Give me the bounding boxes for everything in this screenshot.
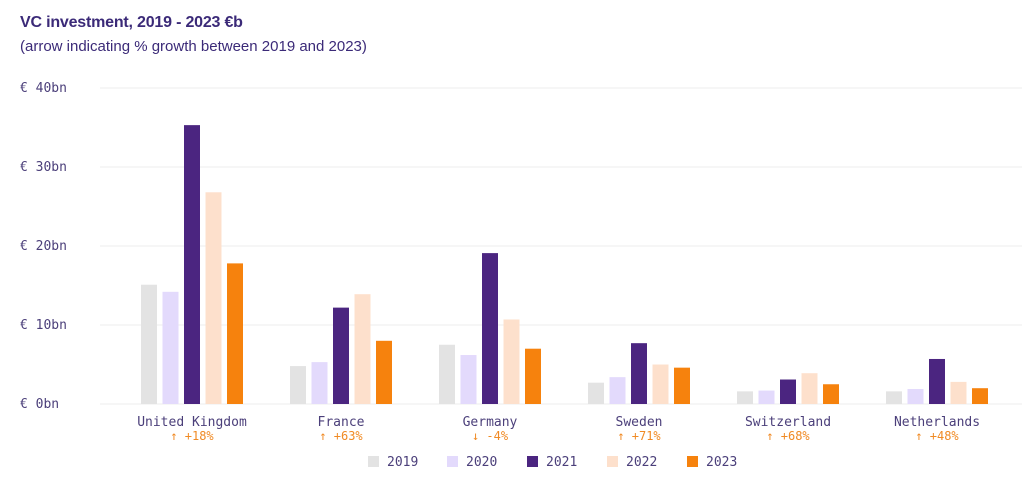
bar-2020 (907, 388, 924, 404)
x-axis-labels: United Kingdom↑ +18% France↑ +63% Germany↓… (137, 415, 980, 443)
legend-swatch-2019 (368, 456, 379, 467)
x-tick-label: Switzerland (745, 415, 831, 430)
y-axis-ticks: € 0bn € 10bn € 20bn € 30bn € 40bn (20, 81, 67, 412)
bar-2021 (780, 379, 796, 404)
bar-2022 (205, 192, 222, 404)
bar-2021 (333, 307, 349, 404)
grid-lines (100, 87, 1022, 405)
legend-label: 2019 (387, 455, 418, 470)
y-tick-label: € 10bn (20, 318, 67, 333)
bar-2021 (482, 253, 498, 404)
bar-2022 (354, 294, 371, 404)
bar-2022 (652, 364, 669, 404)
legend-swatch-2021 (527, 456, 538, 467)
bar-2022 (950, 381, 967, 404)
y-tick-label: € 20bn (20, 239, 67, 254)
growth-label: ↑ +48% (915, 429, 959, 443)
bar-2023 (823, 384, 839, 404)
bar-2023 (227, 263, 243, 404)
legend-label: 2021 (546, 455, 577, 470)
legend-label: 2022 (626, 455, 657, 470)
chart-subtitle: (arrow indicating % growth between 2019 … (20, 38, 367, 55)
bar-2020 (758, 390, 775, 404)
bar-2020 (609, 377, 626, 404)
x-tick-label: Sweden (616, 415, 663, 430)
legend: 2019 2020 2021 2022 2023 (368, 455, 737, 470)
y-tick-label: € 40bn (20, 81, 67, 96)
growth-label: ↑ +63% (319, 429, 363, 443)
x-tick-label: United Kingdom (137, 415, 247, 430)
growth-label: ↑ +68% (766, 429, 810, 443)
bar-2019 (737, 391, 753, 404)
bar-2020 (311, 362, 328, 404)
y-tick-label: € 30bn (20, 160, 67, 175)
bar-2019 (439, 344, 455, 404)
bar-2019 (588, 382, 604, 404)
bar-2021 (184, 125, 200, 404)
bar-2023 (525, 348, 541, 404)
bar-2023 (376, 340, 392, 404)
growth-label: ↑ +18% (170, 429, 214, 443)
bar-2019 (141, 284, 157, 404)
bar-2019 (290, 366, 306, 404)
y-tick-label: € 0bn (20, 397, 59, 412)
bar-2019 (886, 391, 902, 404)
bar-2023 (972, 388, 988, 404)
x-tick-label: France (318, 415, 365, 430)
bar-2022 (801, 373, 818, 404)
x-tick-label: Germany (463, 415, 518, 430)
legend-label: 2023 (706, 455, 737, 470)
bars (141, 125, 988, 404)
growth-label: ↓ -4% (472, 429, 509, 443)
bar-2022 (503, 319, 520, 404)
legend-swatch-2022 (607, 456, 618, 467)
legend-label: 2020 (466, 455, 497, 470)
chart-title: VC investment, 2019 - 2023 €b (20, 14, 243, 31)
bar-2023 (674, 367, 690, 404)
growth-label: ↑ +71% (617, 429, 661, 443)
legend-swatch-2020 (447, 456, 458, 467)
bar-2020 (162, 291, 179, 404)
bar-2020 (460, 355, 477, 404)
legend-swatch-2023 (687, 456, 698, 467)
bar-2021 (929, 358, 945, 404)
bar-2021 (631, 343, 647, 404)
x-tick-label: Netherlands (894, 415, 980, 430)
